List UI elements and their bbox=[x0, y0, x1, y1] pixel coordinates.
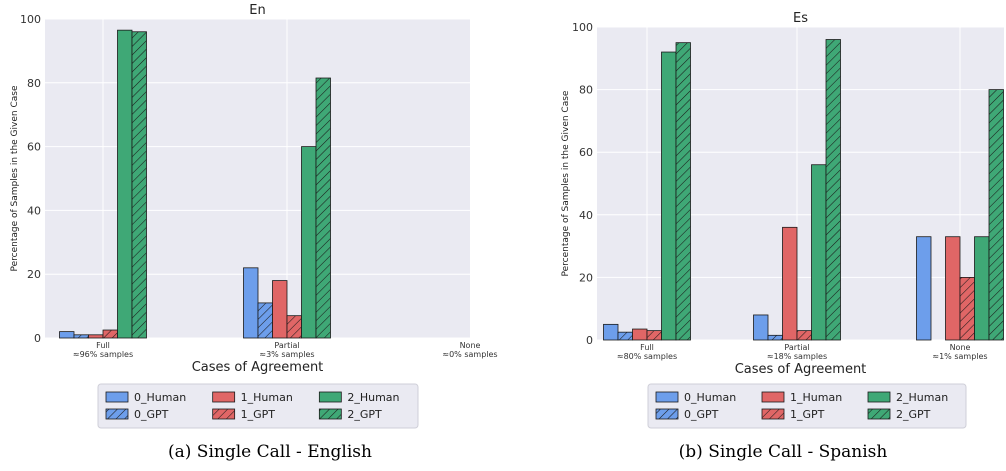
legend-swatch-0-human bbox=[105, 391, 129, 403]
chart-title: Es bbox=[793, 11, 808, 26]
bar-0-human-partial bbox=[753, 314, 769, 341]
x-axis-label: Cases of Agreement bbox=[192, 360, 324, 375]
bar-0-human-partial bbox=[243, 267, 259, 339]
x-tick-label-none: None bbox=[460, 341, 481, 350]
legend-label-2-gpt: 2_GPT bbox=[896, 408, 931, 421]
bar-1-human-full bbox=[632, 328, 648, 341]
y-tick-label: 100 bbox=[20, 13, 41, 26]
x-tick-sublabel-full: ≈80% samples bbox=[617, 352, 677, 361]
bar-2-gpt-partial-hatch bbox=[826, 39, 841, 341]
y-axis-label: Percentage of Samples in the Given Case bbox=[10, 85, 20, 271]
x-tick-sublabel-partial: ≈3% samples bbox=[259, 350, 314, 359]
legend-label-2-gpt: 2_GPT bbox=[347, 408, 382, 421]
x-tick-label-partial: Partial bbox=[784, 343, 809, 352]
bar-1-human-none bbox=[945, 236, 961, 341]
x-tick-sublabel-none: ≈1% samples bbox=[932, 352, 987, 361]
caption-spanish: (b) Single Call - Spanish bbox=[678, 442, 888, 462]
y-tick-label: 0 bbox=[34, 332, 41, 345]
bar-1-human-full bbox=[88, 334, 104, 339]
x-tick-label-partial: Partial bbox=[274, 341, 299, 350]
x-tick-label-full: Full bbox=[96, 341, 110, 350]
legend-swatch-1-human bbox=[761, 391, 785, 403]
bar-1-gpt-none-hatch bbox=[960, 277, 975, 340]
bar-1-gpt-partial-hatch bbox=[797, 330, 812, 340]
legend-label-2-human: 2_Human bbox=[347, 391, 399, 404]
chart-panel-spanish: 0 20 40 60 80 100 Es Full≈80% samples Partial≈18… bbox=[561, 11, 1004, 429]
legend-swatch-2-gpt-hatch bbox=[319, 409, 342, 419]
y-tick-label: 20 bbox=[579, 271, 593, 284]
x-tick-sublabel-full: ≈96% samples bbox=[73, 350, 133, 359]
bar-1-gpt-full-hatch bbox=[103, 330, 118, 338]
legend-label-0-gpt: 0_GPT bbox=[684, 408, 719, 421]
bar-1-human-partial bbox=[272, 280, 288, 339]
x-tick-label-none: None bbox=[950, 343, 971, 352]
y-tick-label: 60 bbox=[579, 146, 593, 159]
y-axis-label: Percentage of Samples in the Given Case bbox=[561, 90, 571, 276]
plot-area bbox=[597, 27, 1004, 340]
legend-label-0-human: 0_Human bbox=[684, 391, 736, 404]
legend-label-0-human: 0_Human bbox=[134, 391, 186, 404]
legend-swatch-2-gpt-hatch bbox=[868, 409, 890, 419]
legend-swatch-2-human bbox=[318, 391, 342, 403]
bar-0-gpt-full-hatch bbox=[74, 334, 89, 338]
caption-english: (a) Single Call - English bbox=[168, 442, 372, 462]
legend-swatch-1-gpt-hatch bbox=[762, 409, 784, 419]
bar-2-gpt-partial-hatch bbox=[316, 78, 331, 338]
legend-label-2-human: 2_Human bbox=[896, 391, 948, 404]
y-tick-label: 40 bbox=[579, 209, 593, 222]
bar-1-human-partial bbox=[782, 226, 798, 341]
bar-0-human-full bbox=[59, 331, 75, 339]
bar-1-gpt-partial-hatch bbox=[287, 315, 302, 338]
legend-swatch-1-gpt-hatch bbox=[212, 409, 235, 419]
y-tick-label: 0 bbox=[586, 334, 593, 347]
y-tick-label: 100 bbox=[572, 21, 593, 34]
y-tick-label: 40 bbox=[27, 204, 41, 217]
legend: 0_Human 1_Human 2_Human 0_GPT 1_GPT 2_GPT bbox=[647, 383, 967, 429]
bar-0-gpt-partial-hatch bbox=[768, 335, 783, 340]
legend-swatch-0-human bbox=[655, 391, 679, 403]
legend-label-1-gpt: 1_GPT bbox=[241, 408, 276, 421]
chart-panel-english: 0 20 40 60 80 100 En Full≈96% samples Partial≈3%… bbox=[10, 3, 498, 429]
bar-0-human-none bbox=[916, 236, 932, 341]
y-tick-label: 80 bbox=[27, 77, 41, 90]
bar-2-human-partial bbox=[811, 164, 827, 341]
bar-2-human-full bbox=[661, 51, 677, 341]
y-tick-label: 60 bbox=[27, 141, 41, 154]
chart-title: En bbox=[249, 3, 265, 18]
x-axis-label: Cases of Agreement bbox=[735, 362, 867, 377]
legend-label-0-gpt: 0_GPT bbox=[134, 408, 169, 421]
x-tick-sublabel-partial: ≈18% samples bbox=[767, 352, 827, 361]
legend-swatch-2-human bbox=[867, 391, 891, 403]
bar-2-human-full bbox=[117, 29, 133, 339]
bar-0-human-full bbox=[603, 323, 619, 341]
bar-1-gpt-full-hatch bbox=[647, 330, 662, 340]
legend-swatch-0-gpt-hatch bbox=[106, 409, 128, 419]
bar-0-gpt-full-hatch bbox=[618, 332, 633, 340]
legend: 0_Human 1_Human 2_Human 0_GPT 1_GPT 2_GPT bbox=[97, 383, 419, 429]
bar-2-human-none bbox=[974, 236, 990, 341]
bar-2-gpt-full-hatch bbox=[132, 31, 147, 338]
y-tick-label: 80 bbox=[579, 84, 593, 97]
legend-label-1-gpt: 1_GPT bbox=[790, 408, 825, 421]
bar-2-human-partial bbox=[301, 146, 317, 339]
legend-label-1-human: 1_Human bbox=[790, 391, 842, 404]
y-tick-label: 20 bbox=[27, 268, 41, 281]
legend-swatch-1-human bbox=[212, 391, 236, 403]
legend-swatch-0-gpt-hatch bbox=[656, 409, 678, 419]
x-tick-label-full: Full bbox=[640, 343, 654, 352]
bar-2-gpt-full-hatch bbox=[676, 42, 691, 341]
x-tick-sublabel-none: ≈0% samples bbox=[442, 350, 497, 359]
bar-2-gpt-none-hatch bbox=[989, 89, 1004, 340]
legend-label-1-human: 1_Human bbox=[241, 391, 293, 404]
bar-0-gpt-partial-hatch bbox=[258, 302, 273, 338]
